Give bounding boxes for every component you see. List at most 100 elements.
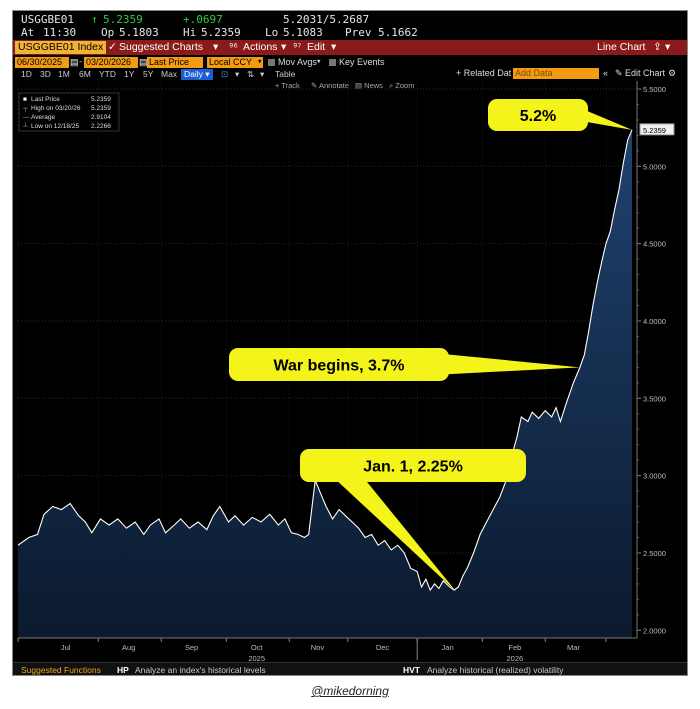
chart-icon: ✓ — [108, 41, 117, 53]
bid-ask: 5.2031/5.2687 — [283, 13, 370, 26]
edit-chevron-icon: ▾ — [331, 41, 337, 53]
annotate-tool[interactable]: ✎ Annotate — [311, 81, 349, 90]
chart-type-label[interactable]: Line Chart — [597, 41, 646, 53]
author-credit[interactable]: @mikedorning — [311, 684, 389, 698]
edit-menu[interactable]: Edit — [307, 41, 326, 53]
zoom-tool[interactable]: ⌕ Zoom — [389, 81, 415, 90]
chevron-down-icon: ▾ — [316, 57, 322, 67]
hvt-description: Analyze historical (realized) volatility — [427, 665, 564, 675]
bloomberg-terminal-window: USGGBE01 ↑ 5.2359 +.0697 5.2031/5.2687 A… — [12, 10, 688, 676]
callout-war-begins-box — [229, 348, 449, 381]
legend-label: Average — [31, 114, 55, 121]
callout-jan-1-text: Jan. 1, 2.25% — [363, 459, 463, 476]
legend-value: 5.2359 — [91, 105, 111, 112]
news-label: News — [364, 81, 383, 90]
security-field[interactable]: USGGBE01 Index — [15, 41, 107, 54]
low-value: 5.1083 — [283, 26, 323, 39]
prev-label: Prev — [345, 26, 372, 39]
suggested-charts-menu[interactable]: Suggested Charts — [119, 41, 204, 53]
date-separator: - — [78, 57, 84, 67]
edit-icon: ⁹⁷ — [293, 41, 302, 53]
related-data-label[interactable]: + Related Dat — [456, 68, 512, 78]
calendar-icon[interactable]: ▤ — [70, 57, 79, 67]
period-1d[interactable]: 1D — [21, 69, 32, 79]
start-date-input[interactable]: 06/30/2025 — [15, 57, 69, 68]
legend-box — [18, 92, 120, 132]
calendar-icon[interactable]: ▤ — [139, 57, 148, 67]
chevron-down-icon: ▾ — [257, 57, 263, 67]
key-events-label: Key Events — [339, 57, 385, 67]
edit-chart-button[interactable]: Edit Chart — [625, 68, 666, 78]
track-label: Track — [281, 81, 300, 90]
y-tick-label: 3.0000 — [643, 472, 666, 481]
callout-5-2-text: 5.2% — [520, 108, 556, 125]
period-3d[interactable]: 3D — [40, 69, 51, 79]
hp-function-link[interactable]: HP — [117, 665, 129, 675]
news-tool[interactable]: ▤ News — [355, 81, 383, 90]
suggested-functions-bar: Suggested Functions HP Analyze an index'… — [13, 662, 687, 675]
up-arrow-icon: ↑ — [91, 13, 98, 26]
mov-avgs-checkbox[interactable] — [268, 59, 275, 66]
x-tick-label: Aug — [122, 643, 135, 652]
x-tick-label: Jan — [442, 643, 454, 652]
legend-marker: ┬ — [22, 105, 28, 113]
mov-avgs-label: Mov Avgs — [278, 57, 317, 67]
x-tick-label: Mar — [567, 643, 580, 652]
collapse-icon[interactable]: « — [603, 68, 609, 78]
annotate-label: Annotate — [318, 81, 349, 90]
hvt-function-link[interactable]: HVT — [403, 665, 420, 675]
open-label: Op — [101, 26, 115, 39]
add-data-input[interactable]: Add Data — [513, 68, 599, 79]
series-area — [17, 129, 633, 639]
bar-style-icon[interactable]: ⇅ — [247, 69, 255, 79]
legend-label: High on 03/20/26 — [31, 105, 81, 112]
year-label: 2025 — [248, 654, 265, 661]
field-select[interactable]: Last Price — [147, 57, 203, 68]
price-chart[interactable]: 5.5000 5.0000 4.5000 4.0000 3.5000 3.0000 2.50… — [13, 81, 688, 661]
low-label: Lo — [265, 26, 279, 39]
command-bar: USGGBE01 Index ✓ Suggested Charts ▾ ⁹⁶ A… — [13, 40, 687, 55]
y-tick-label: 2.5000 — [643, 549, 666, 558]
callout-5-2-box — [488, 99, 588, 131]
actions-icon: ⁹⁶ — [229, 41, 238, 53]
frequency-select[interactable]: Daily ▾ — [181, 69, 213, 80]
last-price: 5.2359 — [103, 13, 143, 26]
period-1y[interactable]: 1Y — [124, 69, 135, 79]
quote-time: 11:30 — [43, 26, 77, 39]
series-fill — [18, 129, 632, 639]
legend-marker: ┴ — [22, 122, 28, 130]
last-value-tag — [639, 123, 675, 136]
legend-marker: ■ — [23, 96, 27, 103]
x-tick-label: Oct — [251, 643, 264, 652]
zoom-label: Zoom — [395, 81, 415, 90]
table-button[interactable]: Table — [275, 69, 296, 79]
chevron-down-icon: ▾ — [260, 69, 265, 79]
hp-description: Analyze an index's historical levels — [135, 665, 266, 675]
period-6m[interactable]: 6M — [79, 69, 91, 79]
period-5y[interactable]: 5Y — [143, 69, 154, 79]
currency-select[interactable]: Local CCY — [207, 57, 263, 68]
actions-chevron-icon: ▾ — [281, 41, 287, 53]
last-value-tag-text: 5.2359 — [643, 126, 666, 135]
period-1m[interactable]: 1M — [58, 69, 70, 79]
chevron-down-icon: ▾ — [235, 69, 240, 79]
y-tick-label: 4.0000 — [643, 317, 666, 326]
export-icon[interactable]: ⇪ — [653, 41, 662, 53]
end-date-input[interactable]: 03/20/2026 — [84, 57, 138, 68]
gear-icon[interactable]: ⚙ — [668, 68, 677, 78]
time-label: At — [21, 26, 35, 39]
period-ytd[interactable]: YTD — [99, 69, 116, 79]
actions-menu[interactable]: Actions — [243, 41, 278, 53]
y-tick-label: 5.5000 — [643, 85, 666, 94]
legend-value: 5.2359 — [91, 96, 111, 103]
x-tick-label: Sep — [185, 643, 198, 652]
key-events-checkbox[interactable] — [329, 59, 336, 66]
prev-value: 5.1662 — [378, 26, 418, 39]
callouts: 5.2% War begins, 3.7% Jan. 1, 2.25% — [229, 99, 632, 592]
period-max[interactable]: Max — [161, 69, 178, 79]
legend-marker: — — [23, 114, 30, 121]
legend-label: Last Price — [31, 96, 60, 103]
line-style-icon[interactable]: ⊡ — [221, 69, 229, 79]
axes: 5.5000 5.0000 4.5000 4.0000 3.5000 3.0000 2.50… — [17, 81, 675, 661]
track-tool[interactable]: + Track — [275, 81, 300, 90]
